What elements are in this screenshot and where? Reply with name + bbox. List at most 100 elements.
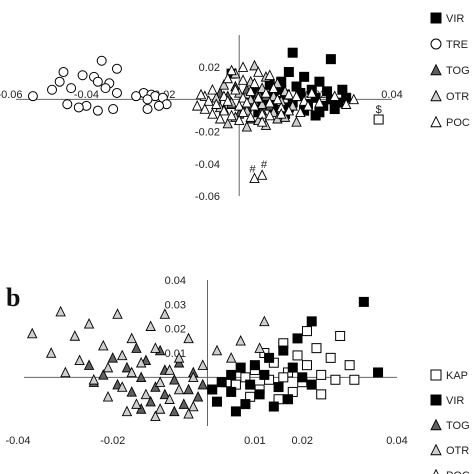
point-tre (92, 105, 103, 116)
point-otr (241, 120, 253, 132)
point-tog (169, 405, 180, 417)
point-otr (60, 366, 71, 378)
point-kap (278, 372, 289, 383)
point-kap (301, 326, 312, 337)
point-poc (249, 77, 260, 89)
point-otr (183, 332, 194, 344)
legend-label-tre: TRE (446, 39, 468, 51)
point-vir (259, 369, 270, 380)
point-vir (249, 360, 260, 371)
point-otr (121, 405, 133, 417)
y-tick-label: -0.04 (195, 159, 220, 171)
point-kap (301, 360, 312, 371)
point-otr (211, 344, 223, 356)
point-vir (310, 110, 321, 121)
point-tog (145, 395, 156, 407)
point-kap (335, 330, 346, 341)
y-tick-label: 0.02 (165, 324, 186, 336)
point-tre (100, 83, 111, 94)
point-poc (253, 66, 264, 77)
point-otr (164, 393, 175, 404)
point-otr (235, 335, 246, 346)
y-tick-label: 0.04 (165, 275, 186, 287)
point-poc (211, 98, 222, 109)
point-otr (102, 391, 114, 402)
point-poc (241, 96, 253, 108)
x-tick-label: -0.02 (100, 435, 125, 447)
point-poc (203, 95, 214, 106)
point-otr (102, 361, 114, 373)
legend-symbol-otr (430, 89, 442, 102)
point-poc (268, 82, 279, 93)
point-vir (373, 367, 384, 378)
point-vir (314, 76, 325, 87)
point-poc (302, 100, 314, 111)
point-vir (226, 386, 237, 397)
point-otr (116, 349, 128, 361)
legend-label-poc: POC (446, 470, 470, 474)
point-otr (254, 342, 265, 353)
point-vir (283, 394, 294, 405)
point-poc (264, 69, 275, 80)
annotation-label: $ (376, 104, 382, 116)
point-otr (88, 373, 100, 385)
point-tre (92, 76, 103, 87)
point-vir (283, 67, 294, 78)
point-vir (329, 104, 340, 115)
point-vir (358, 296, 369, 307)
point-otr (154, 403, 166, 414)
point-vir (299, 71, 310, 82)
point-tre (131, 91, 142, 102)
y-tick-label: 0.01 (165, 348, 186, 360)
point-poc (237, 74, 249, 85)
legend-label-tog: TOG (446, 420, 470, 432)
point-otr (131, 398, 142, 409)
point-tre (54, 76, 65, 87)
legend-symbol-tog (430, 418, 442, 431)
legend-label-otr: OTR (446, 445, 469, 457)
point-tog (135, 371, 147, 383)
point-otr (83, 318, 95, 329)
annotation-label: # (261, 159, 268, 171)
legend-symbol-tog (430, 63, 442, 76)
point-poc (264, 96, 275, 108)
point-otr (249, 59, 260, 71)
point-otr (218, 79, 230, 90)
point-vir (287, 47, 298, 58)
panel-label-b: b (6, 283, 20, 312)
legend-label-poc: POC (446, 117, 470, 129)
point-otr (256, 82, 268, 93)
point-tog (169, 373, 180, 385)
point-otr (173, 352, 185, 363)
point-outlier (373, 114, 384, 125)
x-tick-label: 0.04 (381, 89, 402, 101)
point-otr (225, 352, 237, 363)
point-tog (126, 386, 137, 397)
legend-label-otr: OTR (446, 91, 469, 103)
point-vir (278, 345, 289, 356)
point-otr (154, 376, 166, 387)
point-vir (297, 372, 308, 383)
point-poc (230, 83, 241, 95)
x-tick-label: 0.02 (292, 435, 313, 447)
point-poc (195, 88, 207, 100)
point-vir (230, 406, 241, 417)
legend-label-tog: TOG (446, 65, 470, 77)
point-tog (83, 359, 95, 370)
point-poc (275, 108, 287, 119)
point-poc (256, 169, 268, 180)
point-tre (66, 83, 77, 94)
point-poc (298, 95, 310, 106)
point-tog (197, 378, 208, 390)
point-kap (292, 350, 303, 361)
point-otr (98, 339, 109, 351)
point-poc (237, 61, 249, 72)
point-poc (218, 104, 230, 116)
point-tog (131, 342, 142, 353)
legend-label-vir: VIR (446, 13, 464, 25)
point-otr (287, 100, 298, 111)
annotation-label: # (250, 164, 257, 176)
point-poc (199, 103, 211, 114)
point-otr (112, 308, 123, 319)
point-poc (272, 93, 283, 105)
